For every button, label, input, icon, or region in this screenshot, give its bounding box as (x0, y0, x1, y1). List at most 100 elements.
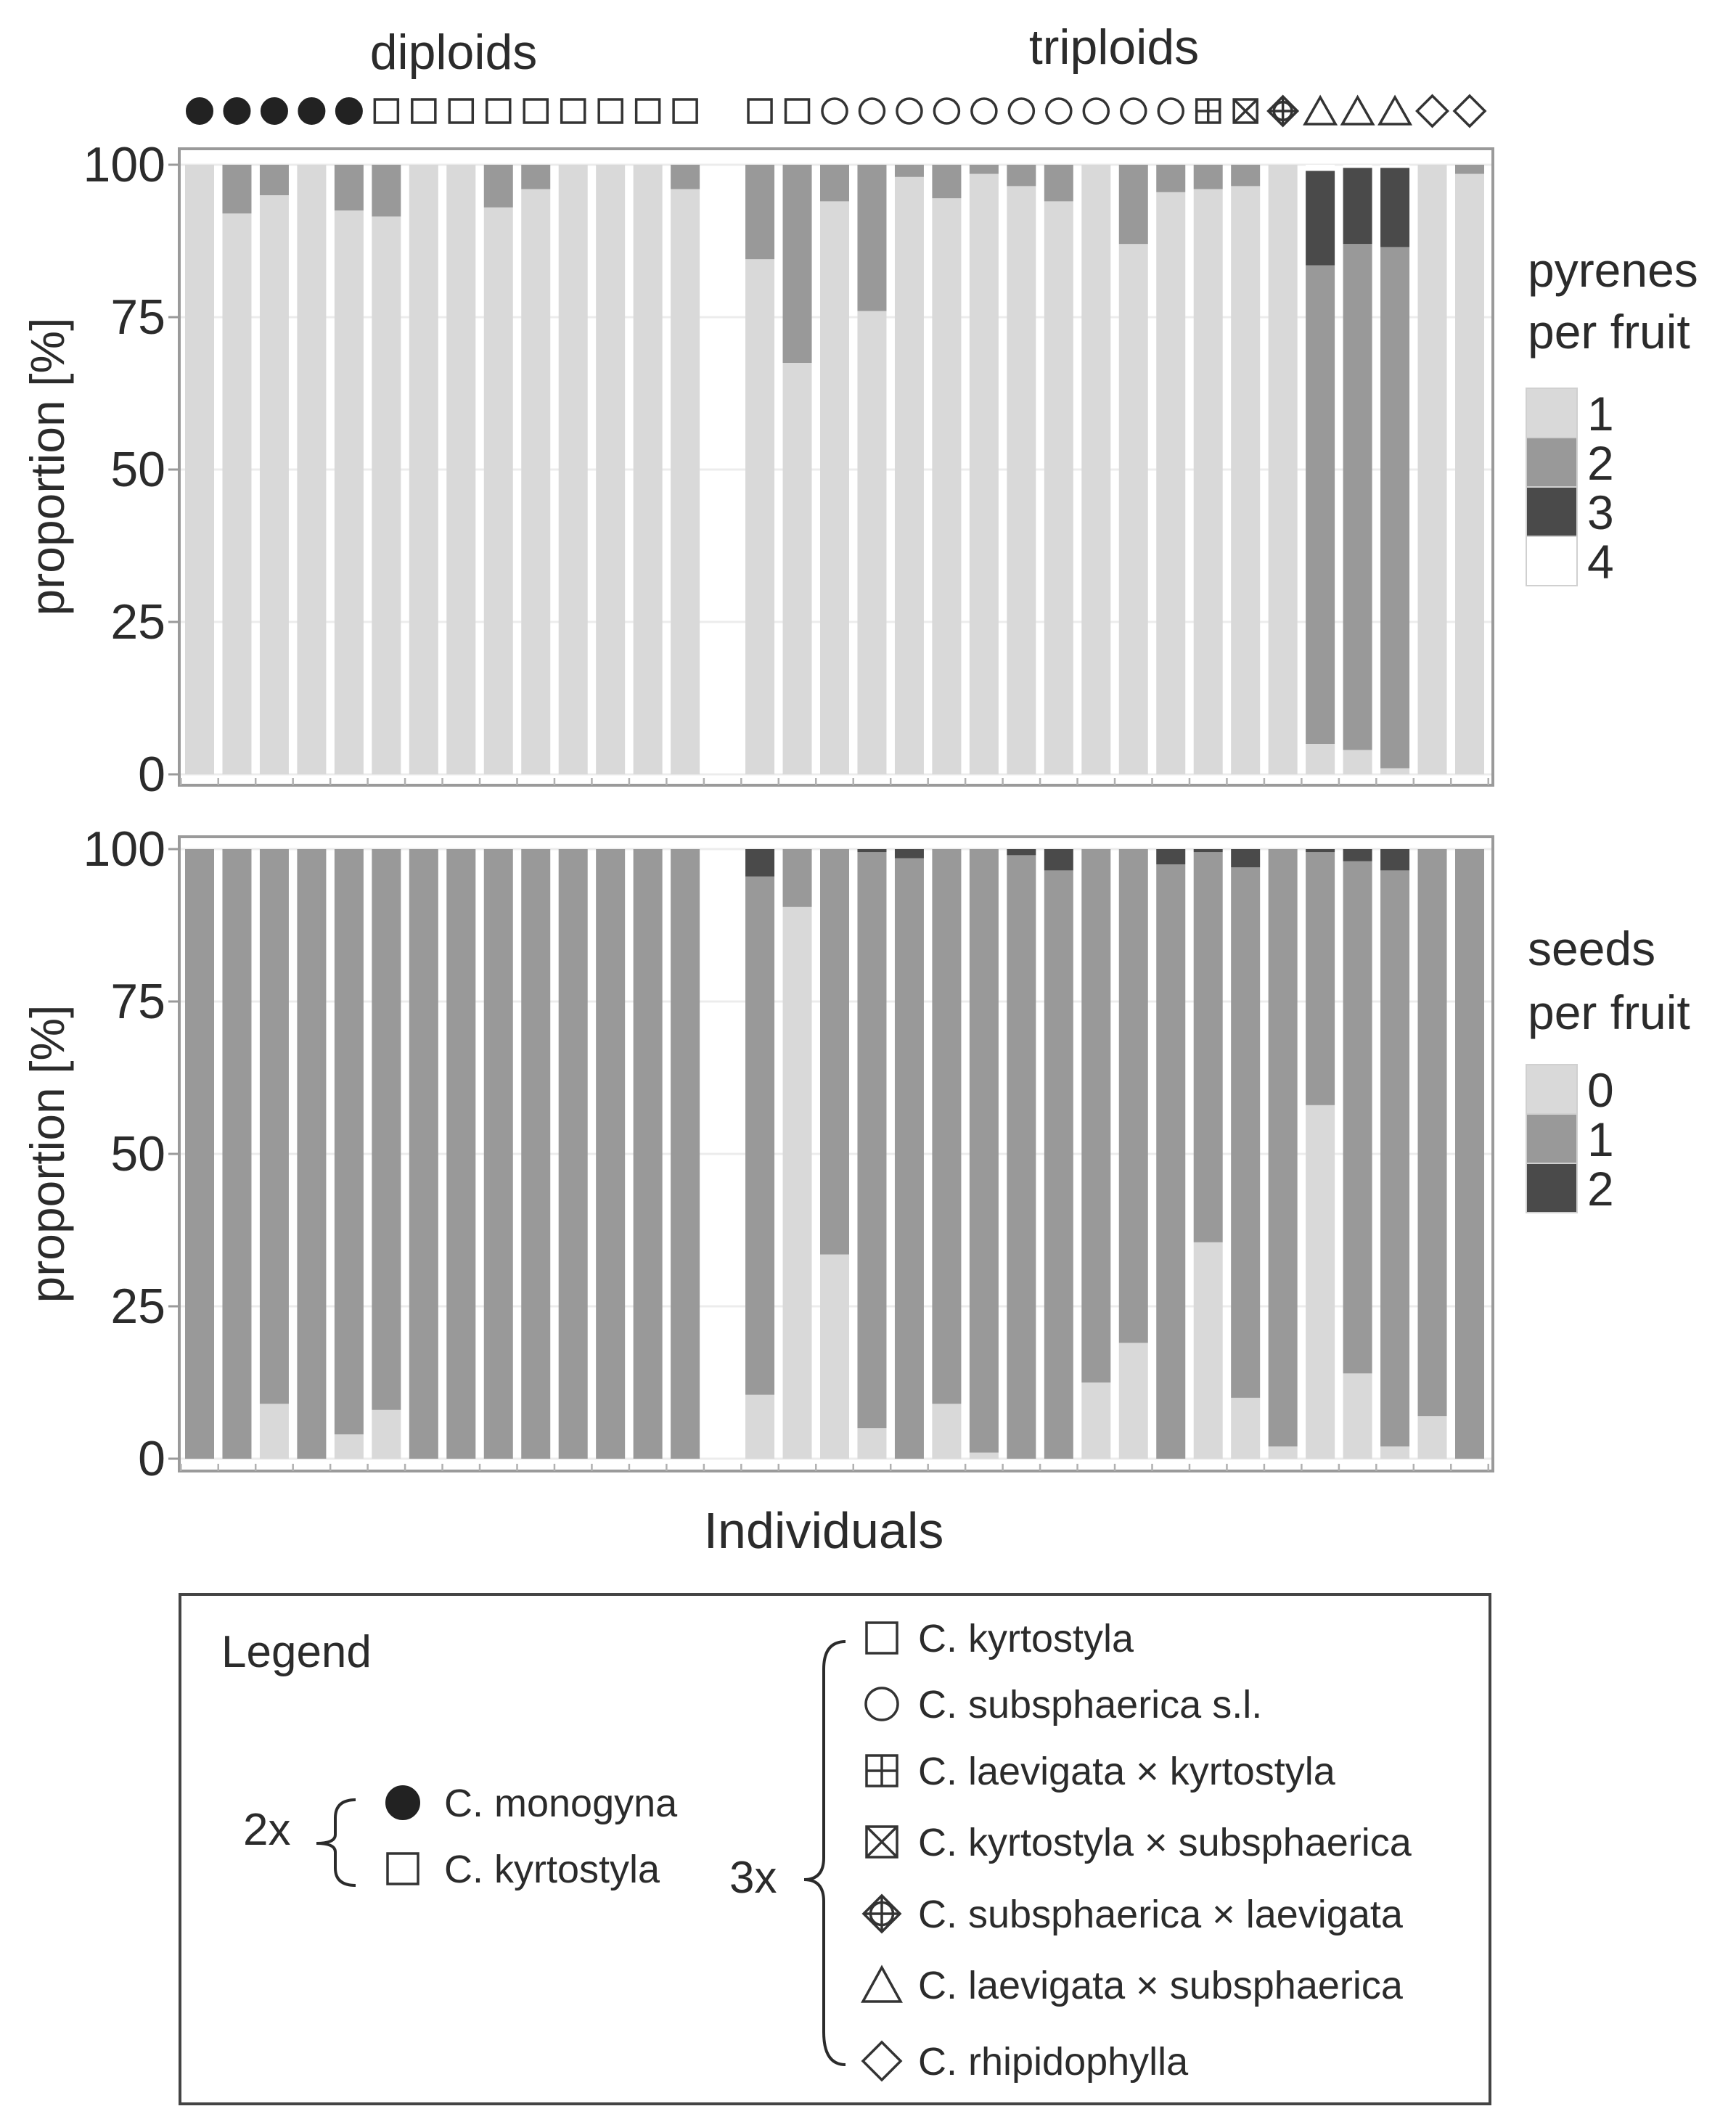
seeds-y-tick-label: 100 (83, 822, 165, 877)
pyrenes-bar-29-segment-1 (1268, 165, 1298, 774)
pyrenes-bar-28-segment-2 (1231, 165, 1261, 187)
seeds-bar-9-segment-1 (483, 849, 513, 1459)
pyrenes-bar-6-segment-1 (372, 216, 401, 774)
individual-symbol-8-square-icon (448, 98, 475, 124)
pyrenes-bar-30-segment-2 (1306, 265, 1335, 745)
seeds-bar-3-segment-0 (259, 1404, 289, 1459)
seeds-bar-29-segment-1 (1268, 849, 1298, 1447)
individual-symbol-1-circle-filled-icon (186, 97, 213, 125)
pyrenes-legend-swatch-1 (1526, 388, 1578, 438)
seeds-bar-7-segment-1 (409, 849, 438, 1459)
individual-symbol-23-circle-icon (1045, 97, 1073, 125)
pyrenes-bar-22-segment-2 (1007, 165, 1036, 187)
pyrenes-bar-18-segment-1 (857, 311, 887, 775)
seeds-bar-30-segment-0 (1306, 1105, 1335, 1459)
individual-symbols-row (186, 94, 1487, 128)
individual-symbol-16-square-icon (784, 98, 811, 124)
seeds-bar-21-segment-0 (969, 1452, 999, 1459)
seeds-bar-6-segment-1 (372, 849, 401, 1410)
individual-symbol-32-triangle-icon (1377, 94, 1413, 126)
legend-triploid-square-plus-icon (865, 1754, 898, 1787)
pyrenes-bar-15-segment-1 (745, 259, 775, 774)
pyrenes-bar-26-segment-2 (1156, 165, 1186, 192)
legend-triploid-label: C. rhipidophylla (918, 2040, 1189, 2084)
legend-triploid-square-x-icon (865, 1825, 898, 1859)
pyrenes-bar-23-segment-2 (1044, 165, 1073, 202)
pyrenes-bar-21-segment-2 (969, 165, 999, 174)
legend-triploid-diamond-icon (861, 2040, 903, 2082)
individual-symbol-22-circle-icon (1007, 97, 1036, 125)
seeds-bar-10-segment-1 (521, 849, 551, 1459)
seeds-bar-18-segment-0 (857, 1428, 887, 1459)
individual-symbol-12-square-icon (597, 98, 623, 124)
seeds-bar-12-segment-1 (596, 849, 626, 1459)
seeds-bar-25-segment-1 (1118, 849, 1148, 1343)
individual-symbol-30-triangle-icon (1303, 94, 1338, 126)
seeds-bar-26-segment-2 (1156, 849, 1186, 864)
pyrenes-bar-4-segment-1 (297, 165, 327, 774)
seeds-bar-23-segment-1 (1044, 870, 1073, 1459)
pyrenes-bar-28-segment-1 (1231, 186, 1261, 774)
pyrenes-bar-31-segment-3 (1343, 168, 1372, 245)
seeds-bar-32-segment-2 (1380, 849, 1410, 871)
pyrenes-bar-24-segment-1 (1081, 165, 1111, 774)
seeds-bar-23-segment-2 (1044, 849, 1073, 871)
seeds-bar-32-segment-0 (1380, 1446, 1410, 1459)
seeds-bar-18-segment-2 (857, 849, 887, 853)
seeds-bar-11-segment-1 (558, 849, 588, 1459)
pyrenes-bar-12-segment-1 (596, 165, 626, 774)
seeds-legend-swatch-2 (1526, 1163, 1578, 1213)
seeds-bar-21-segment-1 (969, 849, 999, 1453)
seeds-y-tick-label: 50 (110, 1126, 165, 1181)
seeds-bar-20-segment-1 (932, 849, 962, 1404)
pyrenes-bar-30-segment-1 (1306, 744, 1335, 774)
seeds-bar-5-segment-0 (334, 1434, 364, 1459)
pyrenes-legend-swatch-4 (1526, 536, 1578, 586)
seeds-bar-3-segment-1 (259, 849, 289, 1404)
legend-diploid-circle-filled-icon (385, 1785, 420, 1820)
pyrenes-bar-25-segment-2 (1118, 165, 1148, 245)
seeds-bar-13-segment-1 (633, 849, 663, 1459)
seeds-bar-20-segment-0 (932, 1404, 962, 1459)
individual-symbol-5-circle-filled-icon (335, 97, 363, 125)
seeds-legend-label-0: 0 (1587, 1063, 1614, 1117)
pyrenes-bars (185, 165, 1484, 775)
seeds-bar-15-segment-1 (745, 876, 775, 1395)
pyrenes-bar-7-segment-1 (409, 165, 438, 774)
pyrenes-bar-19-segment-1 (894, 176, 924, 775)
pyrenes-bar-16-segment-1 (782, 363, 812, 774)
pyrenes-legend-label-1: 1 (1587, 387, 1614, 441)
individual-symbol-28-square-x-icon (1232, 98, 1258, 124)
pyrenes-bar-3-segment-1 (259, 195, 289, 774)
pyrenes-bar-2-segment-1 (222, 213, 252, 774)
pyrenes-legend-swatch-2 (1526, 437, 1578, 488)
pyrenes-bar-32-segment-1 (1380, 768, 1410, 774)
individual-symbol-25-circle-icon (1120, 97, 1147, 125)
species-legend-title: Legend (221, 1627, 372, 1677)
individual-symbol-10-square-icon (523, 98, 549, 124)
pyrenes-bar-33-segment-1 (1417, 165, 1447, 774)
individual-symbol-19-circle-icon (896, 97, 923, 125)
seeds-bar-25-segment-0 (1118, 1343, 1148, 1459)
seeds-bar-16-segment-0 (782, 906, 812, 1459)
pyrenes-bar-20-segment-2 (932, 165, 962, 199)
pyrenes-bar-10-segment-2 (521, 165, 551, 189)
pyrenes-y-ticks: 0 25 50 75 100 (83, 137, 179, 802)
group-label-diploids: diploids (370, 25, 538, 80)
individual-symbol-15-square-icon (747, 98, 773, 124)
seeds-bar-27-segment-0 (1193, 1242, 1223, 1459)
pyrenes-bar-13-segment-1 (633, 165, 663, 774)
individual-symbol-4-circle-filled-icon (298, 97, 326, 125)
x-axis-label: Individuals (704, 1502, 944, 1559)
pyrenes-bar-27-segment-2 (1193, 165, 1223, 189)
seeds-bar-22-segment-1 (1007, 855, 1036, 1459)
seeds-legend-swatch-0 (1526, 1064, 1578, 1115)
individual-symbol-18-circle-icon (858, 97, 886, 125)
pyrenes-bar-26-segment-1 (1156, 192, 1186, 774)
individual-symbol-11-square-icon (560, 98, 586, 124)
seeds-bar-4-segment-1 (297, 849, 327, 1459)
pyrenes-bar-19-segment-2 (894, 165, 924, 177)
seeds-bar-1-segment-1 (185, 849, 214, 1459)
seeds-bar-5-segment-1 (334, 849, 364, 1435)
